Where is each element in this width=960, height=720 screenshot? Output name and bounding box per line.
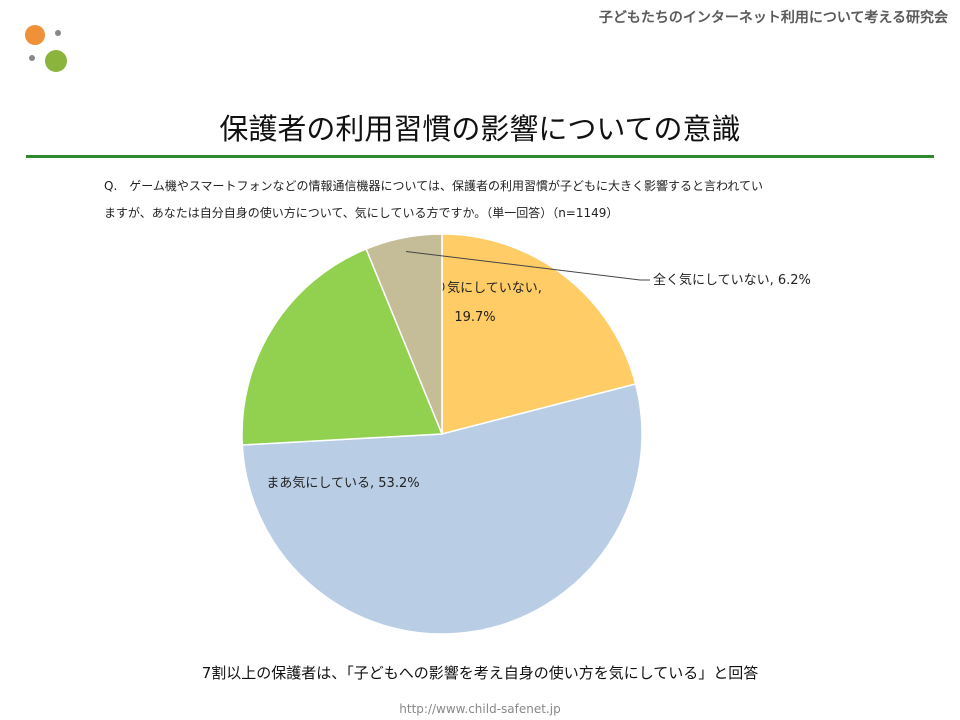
conclusion-text: 7割以上の保護者は、「子どもへの影響を考え自身の使い方を気にしている」と回答 [201,664,759,682]
footer-url: http://www.child-safenet.jp [399,702,561,716]
pie-slice [365,233,443,435]
label-leader-line [405,251,650,281]
slice-label: 全く気にしていない, 6.2% [653,272,811,288]
logo-orange-dot [25,25,45,45]
slice-label: まあ気にしている, 53.2% [266,475,419,491]
logo-green-dot [45,50,67,72]
title-rule [26,155,934,158]
slice-value-label: 19.7% [454,310,495,325]
pie-slice [241,383,643,635]
question-line-2: ますが、あなたは自分自身の使い方について、気にしている方ですか。（単一回答）（n… [104,206,619,220]
logo-gray-dot-2 [29,55,35,61]
pie-slice [241,247,444,446]
survey-question: Q. ゲーム機やスマートフォンなどの情報通信機器については、保護者の利用習慣が子… [104,173,854,227]
question-line-1: Q. ゲーム機やスマートフォンなどの情報通信機器については、保護者の利用習慣が子… [104,179,763,193]
pie-slice [441,233,637,435]
logo-gray-dot-1 [55,30,61,36]
org-logo [25,25,67,72]
page-title: 保護者の利用習慣の影響についての意識 [219,112,741,146]
org-name: 子どもたちのインターネット利用について考える研究会 [598,10,948,26]
